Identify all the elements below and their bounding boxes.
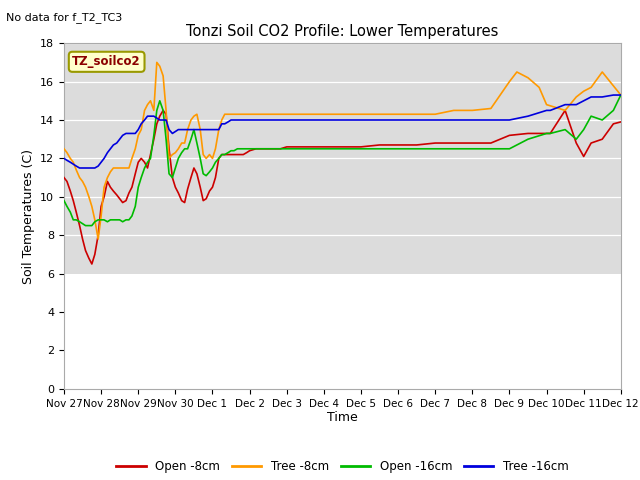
Text: TZ_soilco2: TZ_soilco2 bbox=[72, 55, 141, 68]
X-axis label: Time: Time bbox=[327, 411, 358, 424]
Bar bbox=[64, 43, 621, 274]
Text: No data for f_T2_TC3: No data for f_T2_TC3 bbox=[6, 12, 123, 23]
Title: Tonzi Soil CO2 Profile: Lower Temperatures: Tonzi Soil CO2 Profile: Lower Temperatur… bbox=[186, 24, 499, 39]
Y-axis label: Soil Temperatures (C): Soil Temperatures (C) bbox=[22, 148, 35, 284]
Legend: Open -8cm, Tree -8cm, Open -16cm, Tree -16cm: Open -8cm, Tree -8cm, Open -16cm, Tree -… bbox=[111, 455, 573, 478]
